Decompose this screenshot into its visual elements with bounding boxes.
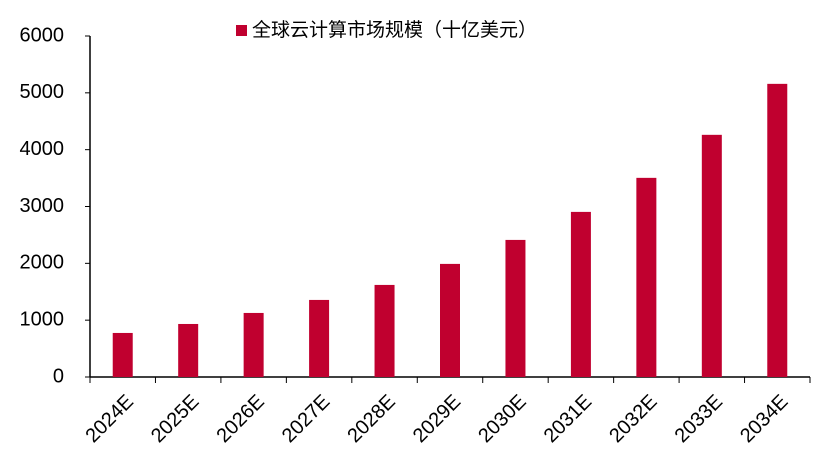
bar [374, 284, 395, 377]
x-tick-label: 2026E [212, 391, 268, 447]
x-tick-label: 2025E [147, 391, 203, 447]
bar [440, 263, 460, 377]
bar [505, 239, 526, 377]
x-tick-label: 2031E [540, 391, 596, 447]
bar [309, 299, 330, 377]
y-tick-label: 5000 [20, 81, 65, 103]
x-tick-label: 2024E [82, 391, 138, 447]
x-tick-label: 2029E [409, 391, 465, 447]
bar [112, 332, 133, 377]
x-tick-label: 2030E [474, 391, 530, 447]
y-tick-label: 1000 [20, 308, 65, 330]
bar [767, 83, 788, 377]
x-tick-label: 2033E [671, 391, 727, 447]
y-tick-label: 6000 [20, 24, 65, 46]
y-tick-label: 2000 [20, 252, 65, 274]
x-tick-label: 2032E [605, 391, 661, 447]
bar [243, 312, 264, 377]
y-tick-label: 0 [53, 365, 64, 387]
y-tick-label: 4000 [20, 138, 65, 160]
x-tick-label: 2028E [343, 391, 399, 447]
legend-label: 全球云计算市场规模（十亿美元） [252, 19, 537, 41]
bar [178, 323, 199, 377]
x-tick-label: 2027E [278, 391, 334, 447]
legend-swatch [236, 25, 247, 36]
x-tick-label: 2034E [736, 391, 792, 447]
bar [570, 211, 591, 377]
bar [701, 134, 722, 377]
bar [636, 177, 657, 377]
y-tick-label: 3000 [20, 195, 65, 217]
